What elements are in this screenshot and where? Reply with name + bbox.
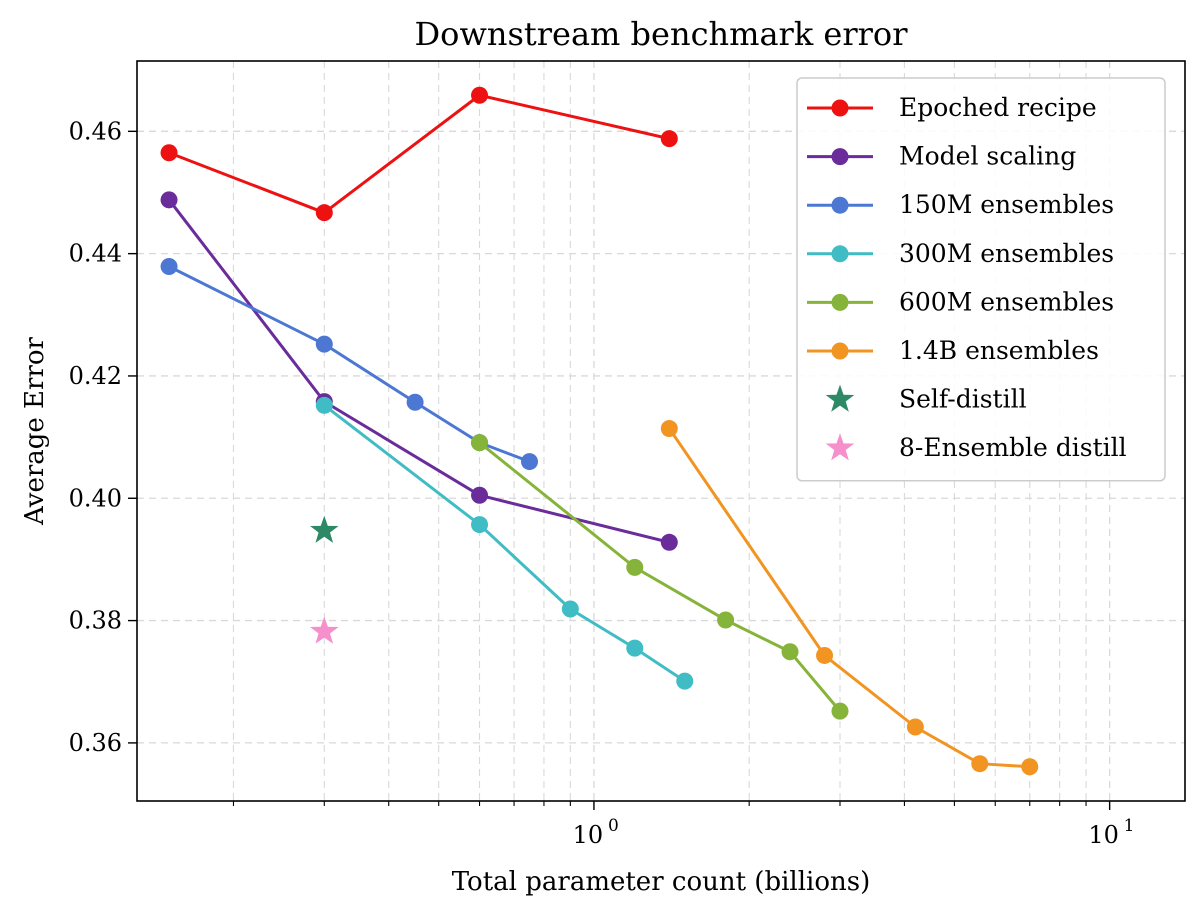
star-point [310,515,339,543]
legend-marker [825,433,855,461]
data-point [471,486,489,504]
legend-label: 150M ensembles [899,190,1114,219]
series-8-ensemble-distill [310,616,339,644]
data-point [315,204,333,222]
data-point [315,335,333,353]
legend-marker [831,342,849,360]
series-1-4b-ensembles [660,420,1039,776]
y-tick-label: 0.38 [69,607,122,635]
data-point [626,639,644,657]
legend-marker [831,148,849,166]
legend-label: Model scaling [899,142,1076,171]
legend: Epoched recipe Model scaling 150M ensemble… [796,77,1166,482]
data-point [521,453,539,471]
legend-item-model-scaling: Model scaling [807,142,1076,171]
y-tick-label: 0.42 [69,362,122,390]
chart-title: Downstream benchmark error [415,15,909,53]
data-point [160,144,178,162]
legend-item-600m-ensembles: 600M ensembles [807,287,1114,316]
series-300m-ensembles [315,396,694,690]
star-point [310,616,339,644]
data-point [406,393,424,411]
legend-marker [825,384,855,412]
legend-label: 8-Ensemble distill [899,433,1127,462]
series-line-epoched-recipe [168,93,670,215]
legend-marker [831,245,849,263]
x-tick-label: 10 [1088,821,1119,849]
data-point [676,672,694,690]
x-tick-exponent: 0 [608,816,619,836]
series-self-distill [310,515,339,543]
data-point [160,257,178,275]
legend-marker [831,99,849,117]
legend-marker [831,196,849,214]
data-point [471,434,489,452]
series-epoched-recipe [160,86,678,222]
legend-item-150m-ensembles: 150M ensembles [807,190,1114,219]
x-tick-label: 10 [573,821,604,849]
y-tick-label: 0.36 [69,729,122,757]
legend-label: Self-distill [899,385,1027,414]
data-point [971,755,989,773]
legend-item-8-ensemble-distill: 8-Ensemble distill [825,433,1127,462]
series-600m-ensembles [471,434,849,720]
legend-item-self-distill: Self-distill [825,384,1027,414]
data-point [315,396,333,414]
plot-frame [136,60,1186,802]
legend-label: 1.4B ensembles [899,336,1099,365]
data-point [906,718,924,736]
legend-marker [831,293,849,311]
data-point [471,86,489,104]
legend-item-300m-ensembles: 300M ensembles [807,239,1114,268]
legend-label: Epoched recipe [899,93,1097,122]
data-point [831,702,849,720]
data-point [626,558,644,576]
legend-label: 300M ensembles [899,239,1114,268]
legend-item-1-4b-ensembles: 1.4B ensembles [807,336,1099,365]
y-tick-label: 0.46 [69,117,122,145]
data-point [660,420,678,438]
x-tick-exponent: 1 [1124,816,1135,836]
data-point [660,130,678,148]
data-point [160,191,178,209]
x-axis-label: Total parameter count (billions) [452,867,871,897]
y-axis-label: Average Error [20,336,50,526]
y-tick-label: 0.40 [69,484,122,512]
y-tick-label: 0.44 [69,240,122,268]
legend-box [796,77,1166,482]
data-point [660,533,678,551]
legend-item-epoched-recipe: Epoched recipe [807,93,1097,122]
data-point [471,516,489,534]
legend-label: 600M ensembles [899,287,1114,316]
data-point [561,600,579,618]
data-point [1021,758,1039,776]
data-point [717,611,735,629]
data-point [781,643,799,661]
data-point [816,646,834,664]
